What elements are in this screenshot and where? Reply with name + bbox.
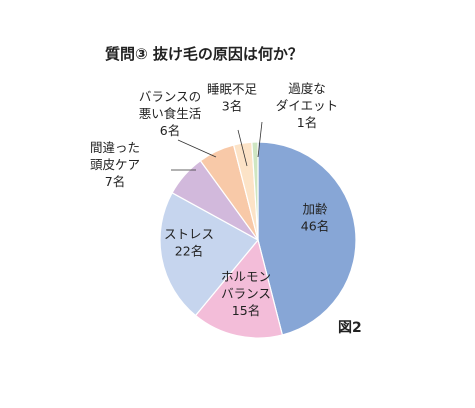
slice-label-line: 悪い食生活 <box>139 106 202 121</box>
slice-label-1: 加齢 46名 <box>301 202 329 234</box>
slice-value-4: 7名 <box>105 174 125 189</box>
leader-line-7 <box>257 121 263 158</box>
slice-label-7: 過度なダイエット 1名 <box>276 81 338 130</box>
slice-label-2: ホルモンバランス 15名 <box>221 269 271 318</box>
slice-label-line: ホルモン <box>221 269 271 284</box>
slice-label-line: 頭皮ケア <box>90 157 140 172</box>
slice-value-1: 46名 <box>301 219 329 234</box>
slice-value-6: 3名 <box>222 99 242 114</box>
slice-label-3: ストレス 22名 <box>164 227 214 259</box>
slice-label-5: バランスの悪い食生活 6名 <box>139 89 202 138</box>
slice-label-line: ダイエット <box>276 98 338 113</box>
slice-label-line: 過度な <box>288 81 326 96</box>
slice-label-6: 睡眠不足 3名 <box>207 82 258 114</box>
slice-label-line: ストレス <box>164 227 214 242</box>
slice-label-line: 加齢 <box>302 202 328 217</box>
pie-slice-3 <box>159 191 259 317</box>
figure-label: 図2 <box>338 320 362 336</box>
leader-line-6 <box>237 129 248 167</box>
pie-slices <box>159 141 357 339</box>
slice-label-line: 間違った <box>90 140 140 155</box>
pie-slice-7 <box>251 141 259 241</box>
chart-title: 質問③ 抜け毛の原因は何か？ <box>105 45 303 63</box>
pie-slice-2 <box>194 238 284 339</box>
slice-value-7: 1名 <box>297 115 317 130</box>
leader-lines <box>171 121 263 171</box>
slice-value-2: 15名 <box>232 303 260 318</box>
slice-value-5: 6名 <box>160 123 180 138</box>
slice-label-line: バランス <box>221 286 271 301</box>
slice-label-4: 間違った頭皮ケア 7名 <box>90 140 140 189</box>
slice-label-line: バランスの <box>139 89 201 104</box>
leader-line-5 <box>177 139 217 158</box>
pie-slice-1 <box>257 141 357 336</box>
slice-value-3: 22名 <box>175 244 203 259</box>
slice-label-line: 睡眠不足 <box>207 82 258 97</box>
